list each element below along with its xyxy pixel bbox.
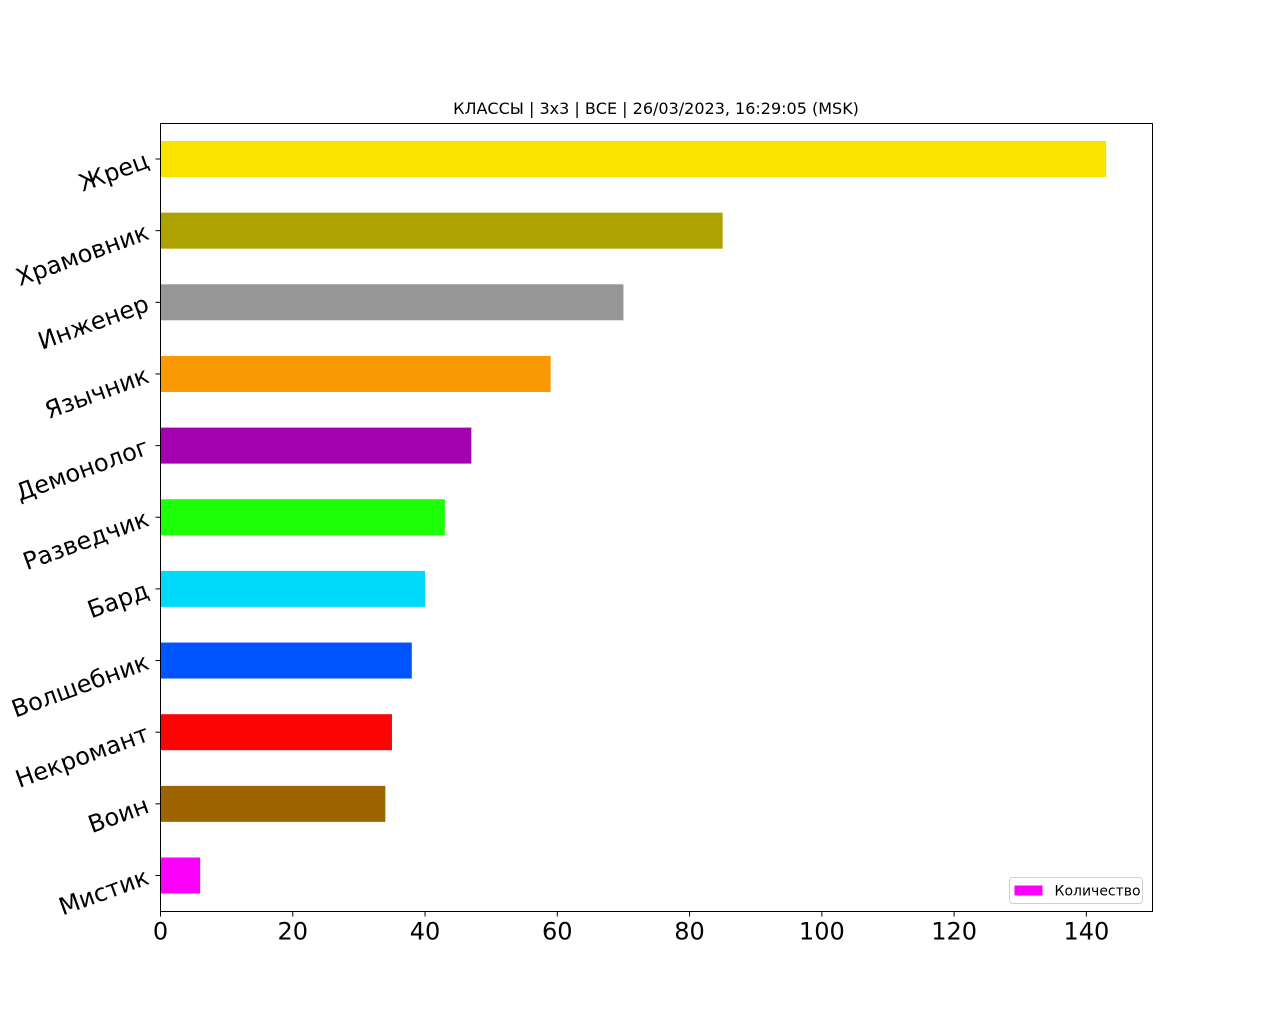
- x-tick-label: 0: [153, 918, 168, 946]
- bar-2: [160, 212, 723, 249]
- y-tick-label: Инженер: [34, 290, 152, 356]
- legend-swatch: [1014, 885, 1043, 896]
- bars-layer: [160, 141, 1107, 894]
- y-tick-label: Волшебник: [8, 648, 153, 723]
- x-tick-label: 60: [542, 918, 573, 946]
- legend-box: [1009, 877, 1143, 904]
- bar-6: [160, 499, 445, 536]
- x-tick-label: 20: [277, 918, 308, 946]
- y-tick-label: Жрец: [75, 146, 152, 197]
- x-tick-label: 140: [1063, 918, 1109, 946]
- legend-label: Количество: [1055, 884, 1141, 900]
- x-tick-label: 120: [931, 918, 977, 946]
- y-tick-label: Демонолог: [12, 433, 152, 507]
- bar-9: [160, 714, 392, 751]
- y-tick-label: Мистик: [55, 863, 153, 921]
- y-tick-label: Храмовник: [12, 218, 152, 292]
- bar-10: [160, 785, 386, 822]
- y-tick-label: Некромант: [12, 720, 153, 794]
- plot-frame: [160, 123, 1153, 912]
- bar-7: [160, 570, 426, 607]
- x-tick-label: 100: [799, 918, 845, 946]
- legend: Количество: [1009, 877, 1143, 904]
- y-tick-label: Бард: [84, 576, 153, 624]
- y-tick-label: Язычник: [41, 361, 152, 424]
- bar-1: [160, 141, 1107, 177]
- bar-11: [160, 857, 201, 894]
- bar-5: [160, 427, 472, 464]
- bar-8: [160, 642, 412, 679]
- bar-3: [160, 284, 624, 321]
- x-tick-label: 80: [674, 918, 705, 946]
- chart-title: КЛАССЫ | 3x3 | ВСЕ | 26/03/2023, 16:29:0…: [453, 99, 859, 118]
- bar-4: [160, 355, 551, 392]
- y-tick-label: Воин: [84, 791, 152, 839]
- y-tick-label: Разведчик: [19, 505, 152, 576]
- x-axis-ticks: 0 20 40 60 80 100 120 140: [153, 911, 1109, 946]
- x-tick-label: 40: [410, 918, 441, 946]
